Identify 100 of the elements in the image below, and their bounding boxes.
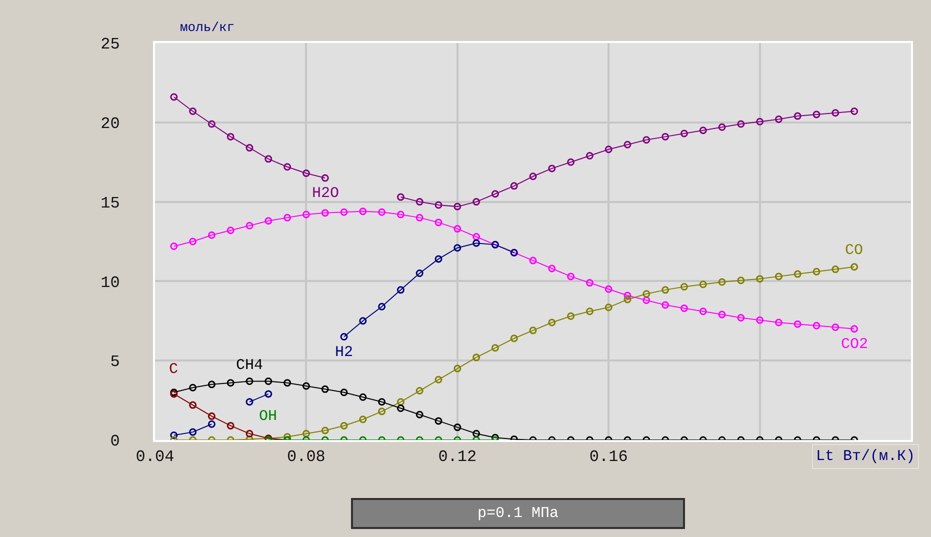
text: p=0.1 МПа [477,505,559,522]
point [604,146,612,154]
point [396,286,404,294]
point [794,270,802,278]
point [264,377,272,385]
point [454,225,462,233]
point [208,380,216,388]
point [510,334,518,342]
point [604,285,612,293]
point [170,431,178,439]
point [529,326,537,334]
point [302,382,310,390]
point [737,314,745,322]
point [567,272,575,280]
point [321,426,329,434]
point [208,420,216,428]
point [794,112,802,120]
point [567,312,575,320]
point [284,433,292,440]
x-tick-label: 0.16 [589,448,628,466]
point [680,130,688,138]
point [756,316,764,324]
point [642,136,650,144]
point [850,325,858,333]
point [264,217,272,225]
point [642,296,650,304]
series-label: H2O [312,185,340,202]
point [718,278,726,286]
point [718,310,726,318]
point [434,255,442,263]
x-tick-label: 0.12 [438,448,477,466]
point [737,120,745,128]
y-tick-label: 25 [100,36,120,54]
series-label: OH [259,408,278,425]
point [189,401,197,409]
point [170,93,178,101]
point [850,108,858,116]
point [416,387,424,395]
point [774,318,782,326]
point [624,292,632,300]
y-tick-label: 15 [100,194,120,212]
point [756,275,764,283]
point [264,155,272,163]
point [624,296,632,304]
point [699,126,707,134]
point [812,110,820,118]
series-label: CH4 [236,357,264,374]
point [189,428,197,436]
point [284,379,292,387]
point [756,118,764,126]
series-label: H2 [335,344,354,361]
point [472,239,480,247]
point [226,226,234,234]
point [774,115,782,123]
point [226,379,234,387]
point [680,304,688,312]
x-tick-label: 0.04 [136,448,174,466]
point [454,244,462,252]
point [284,163,292,171]
point [321,209,329,217]
point [699,308,707,316]
point [586,279,594,287]
y-tick-label: 10 [100,274,120,292]
point [302,169,310,177]
point [378,302,386,310]
point [378,398,386,406]
point [680,283,688,291]
point [548,318,556,326]
point [662,286,670,294]
point [774,272,782,280]
point [208,120,216,128]
point [529,172,537,180]
point [850,263,858,271]
point [340,422,348,430]
point [189,108,197,116]
y-tick-label: 5 [110,353,120,372]
point [662,301,670,309]
point [416,270,424,278]
series-label: CO2 [841,336,868,353]
point [491,434,499,440]
y-tick-label: 0 [110,432,120,451]
point [472,232,480,240]
point [378,408,386,416]
point [604,304,612,312]
point [434,218,442,226]
point [510,182,518,190]
point [321,174,329,182]
point [832,324,840,331]
point [170,242,178,250]
point [529,256,537,264]
point [472,354,480,362]
x-tick-label: 0.08 [286,448,326,466]
point [189,238,197,246]
point [548,264,556,272]
point [737,276,745,284]
point [491,344,499,352]
point [396,210,404,218]
point [340,208,348,216]
point [208,412,216,420]
point [396,404,404,412]
